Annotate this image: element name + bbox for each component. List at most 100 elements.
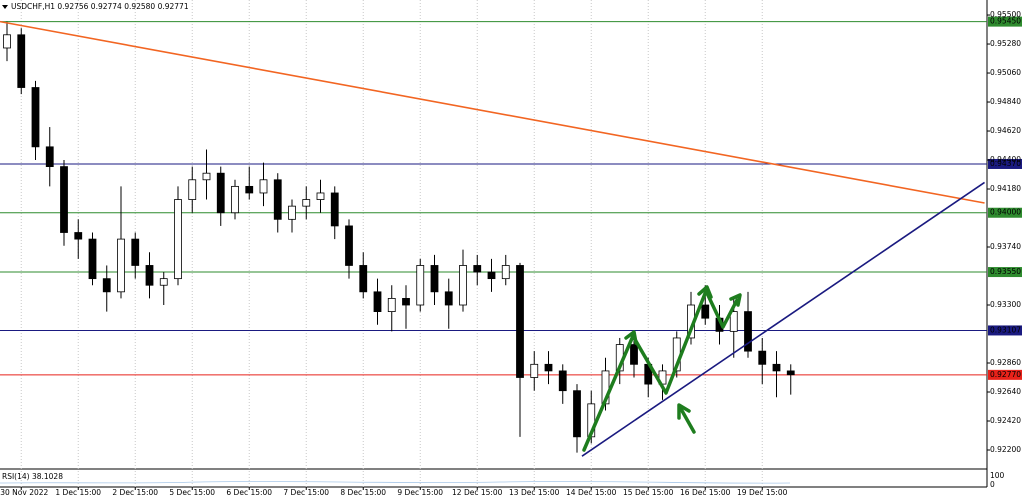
x-tick-label: 9 Dec 15:00: [397, 488, 443, 497]
y-tick-label: 0.92640: [990, 387, 1021, 396]
x-tick-label: 5 Dec 15:00: [169, 488, 215, 497]
candle-body: [630, 344, 638, 365]
rsi-tick-label: 100: [990, 471, 1005, 480]
level-label-box: [988, 369, 1022, 380]
candle-body: [444, 291, 453, 306]
rsi-tick-label: 0: [990, 480, 995, 489]
level-label: 0.94000: [990, 208, 1021, 217]
candle-body: [459, 265, 467, 306]
menu-arrow[interactable]: [2, 5, 8, 9]
y-tick-label: 0.93740: [990, 242, 1021, 251]
candle-body: [273, 179, 282, 220]
candle-body: [288, 205, 296, 220]
symbol-info: USDCHF,H1 0.92756 0.92774 0.92580 0.9277…: [11, 2, 189, 11]
candle-body: [772, 363, 781, 372]
y-tick-label: 0.92200: [990, 445, 1021, 454]
candle-body: [202, 172, 211, 181]
candle-body: [416, 265, 425, 306]
candle-body: [373, 291, 382, 312]
y-tick-label: 0.94400: [990, 155, 1021, 164]
x-tick-label: 15 Dec 15:00: [623, 488, 674, 497]
rsi-label: RSI(14) 38.1028: [2, 472, 63, 481]
arrow-head: [697, 285, 713, 299]
small-arrow: [679, 407, 696, 434]
level-label: 0.94370: [990, 159, 1021, 168]
x-tick-label: 2 Dec 15:00: [112, 488, 158, 497]
candle-body: [530, 363, 539, 378]
time-axis: 30 Nov 2022 1 Dec 15:00 2 Dec 15:00 5 Dec 1…: [0, 487, 788, 497]
candle-body: [729, 311, 738, 332]
candle-body: [102, 278, 111, 293]
candle-body: [159, 278, 168, 286]
candle-body: [744, 311, 752, 352]
candle-body: [345, 225, 353, 266]
level-label-box: [988, 158, 1022, 169]
candle-body: [330, 192, 339, 227]
candle-body: [501, 265, 510, 280]
price-axis: 0.95500 0.95280 0.95060 0.94840 0.94620 0.944…: [987, 10, 1021, 489]
candle-body: [131, 238, 140, 266]
y-tick-label: 0.95500: [990, 10, 1021, 19]
arrow-head: [624, 330, 638, 345]
candle-body: [117, 238, 125, 293]
candle-body: [145, 265, 154, 286]
y-tick-label: 0.94840: [990, 97, 1021, 106]
candle-body: [88, 238, 97, 280]
zigzag-arrow: [582, 289, 739, 452]
candle-body: [701, 304, 710, 319]
level-label-box: [988, 267, 1022, 278]
x-tick-label: 7 Dec 15:00: [283, 488, 329, 497]
x-tick-label: 12 Dec 15:00: [452, 488, 503, 497]
level-label: 0.93550: [990, 267, 1021, 276]
candle-body: [430, 265, 439, 293]
candle-body: [473, 265, 482, 273]
x-tick-label: 14 Dec 15:00: [566, 488, 617, 497]
candle-body: [573, 390, 581, 438]
y-tick-label: 0.93300: [990, 300, 1021, 309]
candle-body: [786, 370, 795, 376]
candle-body: [216, 172, 225, 214]
candle-body: [487, 271, 496, 280]
y-tick-label: 0.92420: [990, 416, 1021, 425]
x-tick-label: 13 Dec 15:00: [509, 488, 560, 497]
level-label-box: [988, 207, 1022, 218]
level-label: 0.92770: [990, 370, 1021, 379]
candle-body: [60, 166, 68, 233]
candle-body: [558, 370, 567, 392]
y-tick-label: 0.95280: [990, 39, 1021, 48]
x-tick-label: 1 Dec 15:00: [55, 488, 101, 497]
trendline: [0, 20, 985, 204]
candle-body: [302, 199, 311, 207]
y-tick-label: 0.92860: [990, 358, 1021, 367]
candle-body: [402, 298, 410, 306]
y-tick-label: 0.94180: [990, 184, 1021, 193]
trendlines: [0, 20, 985, 457]
candle-body: [245, 185, 254, 194]
candle-body: [174, 199, 182, 280]
arrow-head: [677, 403, 691, 420]
annotation-arrows: [582, 285, 742, 452]
arrow-head: [729, 293, 742, 307]
candles: [3, 21, 795, 453]
candle-body: [544, 363, 553, 372]
level-label-box: [988, 325, 1022, 336]
levels: 0.95450 0.94370 0.94000 0.93550 0.93107 0.927…: [0, 16, 1022, 380]
y-tick-label: 0.95060: [990, 68, 1021, 77]
candle-body: [45, 146, 54, 168]
candle-body: [259, 179, 268, 194]
candle-body: [516, 265, 524, 378]
level-label: 0.95450: [990, 17, 1021, 26]
candle-body: [359, 265, 368, 293]
candle-body: [74, 232, 83, 240]
rsi-line: [0, 481, 791, 484]
candle-body: [3, 34, 11, 49]
candle-body: [17, 34, 26, 88]
x-tick-label: 30 Nov 2022: [0, 488, 48, 497]
level-label: 0.93107: [990, 325, 1021, 334]
x-tick-label: 16 Dec 15:00: [680, 488, 731, 497]
x-tick-label: 8 Dec 15:00: [340, 488, 386, 497]
candle-body: [188, 179, 197, 200]
level-label-box: [988, 16, 1022, 27]
